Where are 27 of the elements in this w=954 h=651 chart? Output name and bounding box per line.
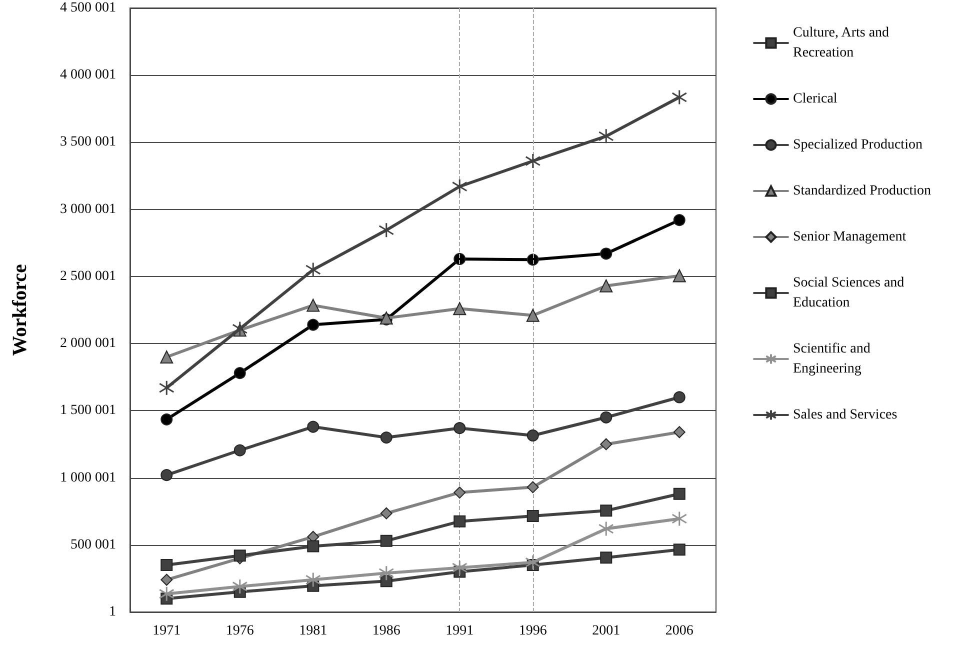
y-tick-label: 3 000 001 xyxy=(60,202,116,217)
x-tick-label: 1991 xyxy=(446,624,474,638)
y-tick-label: 3 500 001 xyxy=(60,134,116,150)
x-tick-label: 1971 xyxy=(152,624,181,638)
legend-label: Clerical xyxy=(793,92,838,106)
y-tick-label: 4 500 001 xyxy=(60,0,116,16)
y-tick-label: 500 001 xyxy=(70,537,116,552)
y-tick-label: 2 000 001 xyxy=(60,336,116,352)
y-tick-label: 2 500 001 xyxy=(60,268,116,284)
legend-label: Standardized Production xyxy=(793,184,932,198)
x-tick-label: 1996 xyxy=(518,624,547,638)
legend-label: Scientific and Engineering xyxy=(793,342,874,376)
legend-label: Sales and Services xyxy=(793,408,898,422)
x-tick-label: 1981 xyxy=(299,624,328,638)
y-tick-label: 1 000 001 xyxy=(60,470,116,486)
y-tick-label: 1 500 001 xyxy=(60,403,116,418)
legend-label: Senior Management xyxy=(793,230,906,244)
y-tick-label: 4 000 001 xyxy=(60,68,116,83)
legend-label: Culture, Arts and Recreation xyxy=(793,26,893,60)
y-axis-title: Workforce xyxy=(9,264,31,356)
legend-label: Specialized Production xyxy=(793,138,922,152)
x-tick-label: 1976 xyxy=(226,624,254,638)
x-tick-label: 2001 xyxy=(592,624,620,638)
x-tick-label: 2006 xyxy=(665,624,694,638)
legend-label: Social Sciences and Education xyxy=(793,276,908,310)
y-tick-label: 1 xyxy=(109,604,116,620)
x-tick-label: 1986 xyxy=(372,624,400,638)
